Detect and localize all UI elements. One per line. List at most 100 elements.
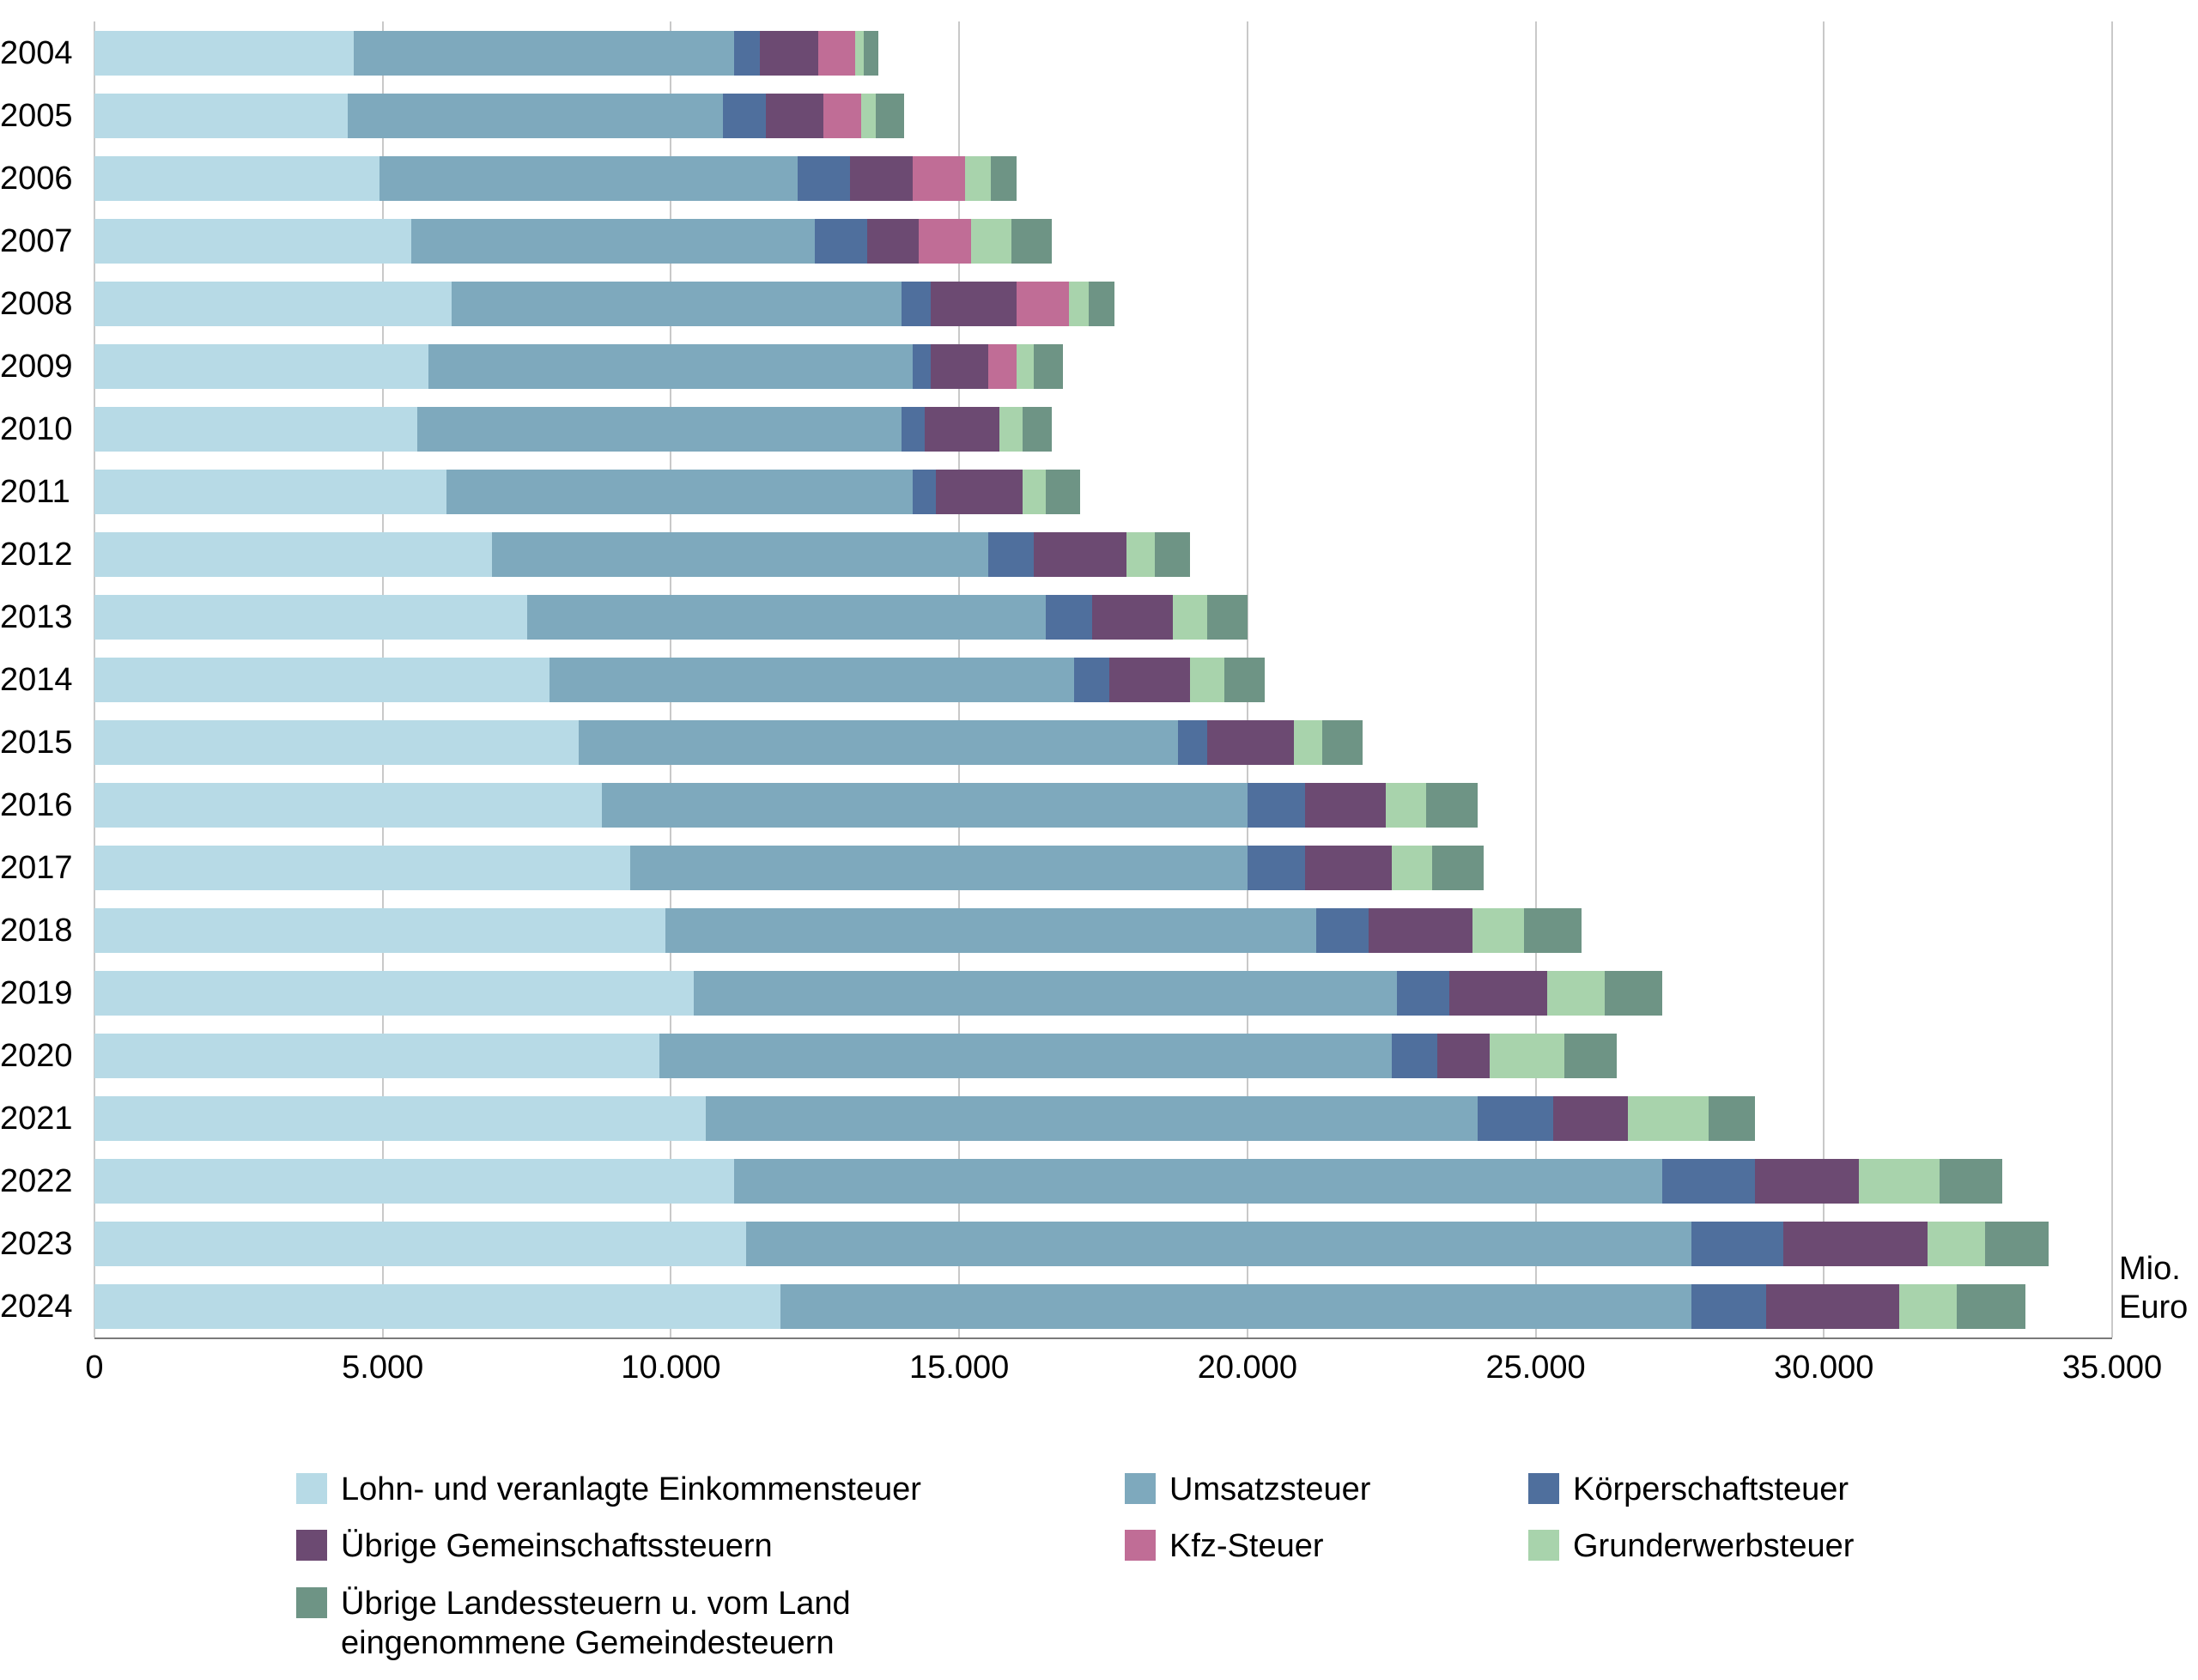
bar-segment [94, 406, 417, 452]
bar-segment [987, 343, 1017, 389]
bar-segment [1431, 845, 1485, 890]
bar-segment [94, 1158, 735, 1204]
bar-segment [1172, 594, 1207, 640]
x-tick-label: 5.000 [342, 1349, 424, 1386]
bar-segment [1089, 281, 1115, 326]
bar-segment [1928, 1221, 1986, 1266]
bar-segment [1206, 594, 1248, 640]
year-label: 2009 [0, 348, 73, 385]
stacked-bar [94, 594, 2112, 640]
bar-segment [446, 469, 914, 514]
bar-segment [94, 343, 429, 389]
bar-segment [780, 1283, 1691, 1329]
legend-label: Grunderwerbsteuer [1573, 1528, 1855, 1565]
stacked-bar [94, 406, 2112, 452]
bar-segment [987, 531, 1035, 577]
stacked-bar [94, 1221, 2112, 1266]
bar-row: 2016 [0, 773, 2112, 836]
bar-segment [354, 30, 735, 76]
bar-segment [1017, 281, 1069, 326]
year-label: 2004 [0, 34, 73, 71]
bar-segment [1472, 907, 1525, 953]
bar-segment [1391, 1033, 1438, 1078]
bar-segment [694, 970, 1398, 1016]
bar-segment [823, 93, 861, 138]
bar-segment [1022, 469, 1046, 514]
stacked-bar [94, 1283, 2112, 1329]
bar-segment [1985, 1221, 2049, 1266]
bar-segment [630, 845, 1248, 890]
bar-segment [94, 531, 493, 577]
legend-swatch [1528, 1473, 1559, 1504]
year-label: 2017 [0, 849, 73, 886]
bar-segment [379, 155, 798, 201]
bar-segment [1126, 531, 1156, 577]
bar-segment [1091, 594, 1173, 640]
legend-swatch [1528, 1530, 1559, 1562]
legend-item: Kfz-Steuer [1125, 1526, 1528, 1566]
gridline [2111, 21, 2113, 1337]
bar-segment [94, 719, 579, 765]
bar-segment [1708, 1095, 1755, 1141]
bar-segment [94, 845, 631, 890]
stacked-bar [94, 93, 2112, 138]
bar-segment [1546, 970, 1606, 1016]
legend-item: Körperschaftsteuer [1528, 1470, 1854, 1509]
bar-segment [722, 93, 767, 138]
bar-segment [798, 155, 850, 201]
bar-row: 2018 [0, 899, 2112, 961]
bar-segment [1011, 218, 1052, 264]
bar-segment [875, 93, 905, 138]
bar-segment [492, 531, 988, 577]
stacked-bar [94, 343, 2112, 389]
plot-rows: 2004 2005 2006 2007 2008 2009 2010 2011 2012 2013… [0, 21, 2112, 1337]
year-label: 2018 [0, 912, 73, 949]
stacked-bar [94, 469, 2112, 514]
legend-label: Übrige Landessteuern u. vom Land eingeno… [341, 1585, 851, 1662]
bar-segment [1155, 531, 1190, 577]
legend: Lohn- und veranlagte Einkommensteuer Umsa… [296, 1470, 1854, 1663]
bar-row: 2017 [0, 836, 2112, 899]
x-tick-label: 0 [85, 1349, 104, 1386]
x-tick-label: 25.000 [1485, 1349, 1586, 1386]
bar-segment [1108, 657, 1190, 702]
bar-segment [1322, 719, 1363, 765]
bar-row: 2009 [0, 335, 2112, 397]
bar-segment [901, 281, 931, 326]
bar-segment [866, 218, 920, 264]
legend-swatch [296, 1530, 327, 1562]
bar-segment [1368, 907, 1472, 953]
legend-item: Grunderwerbsteuer [1528, 1526, 1854, 1566]
bar-row: 2011 [0, 460, 2112, 523]
stacked-bar [94, 1033, 2112, 1078]
bar-segment [913, 155, 965, 201]
bar-row: 2013 [0, 585, 2112, 648]
bar-segment [913, 469, 937, 514]
bar-segment [94, 907, 665, 953]
bar-segment [428, 343, 914, 389]
bar-row: 2004 [0, 21, 2112, 84]
stacked-bar [94, 1095, 2112, 1141]
bar-row: 2008 [0, 272, 2112, 335]
year-label: 2020 [0, 1037, 73, 1074]
bar-segment [94, 218, 412, 264]
bar-segment [936, 469, 1023, 514]
bar-row: 2024 [0, 1275, 2112, 1337]
year-label: 2021 [0, 1100, 73, 1137]
year-label: 2024 [0, 1288, 73, 1325]
year-label: 2006 [0, 160, 73, 197]
bar-segment [913, 343, 931, 389]
bar-row: 2014 [0, 648, 2112, 711]
bar-row: 2022 [0, 1149, 2112, 1212]
bar-segment [94, 1283, 780, 1329]
bar-segment [1017, 343, 1035, 389]
year-label: 2011 [0, 473, 70, 510]
legend-item: Übrige Gemeinschaftssteuern [296, 1526, 1125, 1566]
bar-segment [1074, 657, 1109, 702]
bar-segment [1425, 782, 1478, 828]
axis-unit-line2: Euro [2119, 1289, 2189, 1325]
bar-segment [849, 155, 914, 201]
legend-label: Umsatzsteuer [1169, 1471, 1371, 1507]
bar-row: 2020 [0, 1024, 2112, 1087]
